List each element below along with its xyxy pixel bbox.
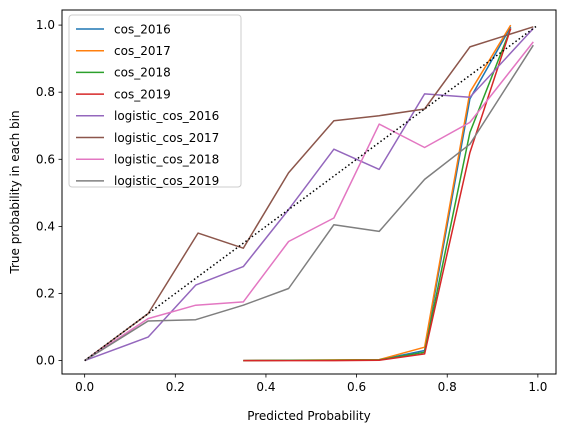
y-tick-label: 0.8 bbox=[36, 85, 55, 99]
series-line-cos_2017 bbox=[243, 24, 512, 362]
y-tick-label: 0.2 bbox=[36, 286, 55, 300]
y-tick-label: 1.0 bbox=[36, 18, 55, 32]
legend-label-cos_2018: cos_2018 bbox=[114, 66, 171, 80]
legend-label-cos_2016: cos_2016 bbox=[114, 22, 171, 36]
legend-label-cos_2017: cos_2017 bbox=[114, 44, 171, 58]
y-tick-label: 0.0 bbox=[36, 354, 55, 368]
y-tick-label: 0.4 bbox=[36, 219, 55, 233]
x-tick-label: 0.6 bbox=[347, 380, 366, 394]
x-tick-label: 0.0 bbox=[75, 380, 94, 394]
legend-items: cos_2016 cos_2017 cos_2018 cos_2019 logistic… bbox=[76, 22, 219, 188]
legend-label-cos_2019: cos_2019 bbox=[114, 87, 171, 101]
plot-frame bbox=[61, 9, 557, 375]
series-layer bbox=[84, 24, 534, 362]
x-tick-label: 0.4 bbox=[256, 380, 275, 394]
legend-label-logistic_cos_2018: logistic_cos_2018 bbox=[114, 153, 219, 167]
legend: cos_2016 cos_2017 cos_2018 cos_2019 logistic… bbox=[68, 14, 242, 188]
series-line-cos_2019 bbox=[243, 28, 512, 362]
series-line-logistic_cos_2016 bbox=[84, 27, 534, 362]
y-axis-ticks: 0.0 0.2 0.4 0.6 0.8 1.0 bbox=[36, 18, 62, 368]
x-axis-label: Predicted Probability bbox=[247, 409, 371, 423]
y-axis-label: True probability in each bin bbox=[8, 110, 22, 274]
series-line-cos_2018 bbox=[243, 28, 512, 362]
legend-label-logistic_cos_2016: logistic_cos_2016 bbox=[114, 109, 219, 123]
series-line-cos_2016 bbox=[243, 26, 512, 362]
series-line-logistic_cos_2017 bbox=[84, 26, 534, 362]
x-tick-label: 0.8 bbox=[438, 380, 457, 394]
legend-label-logistic_cos_2017: logistic_cos_2017 bbox=[114, 131, 219, 145]
legend-label-logistic_cos_2019: logistic_cos_2019 bbox=[114, 174, 219, 188]
series-line-logistic_cos_2018 bbox=[84, 41, 534, 362]
x-tick-label: 1.0 bbox=[528, 380, 547, 394]
legend-frame bbox=[68, 14, 242, 188]
series-line-logistic_cos_2019 bbox=[84, 44, 534, 362]
x-axis-ticks: 0.0 0.2 0.4 0.6 0.8 1.0 bbox=[75, 374, 547, 394]
y-tick-label: 0.6 bbox=[36, 152, 55, 166]
x-tick-label: 0.2 bbox=[166, 380, 185, 394]
